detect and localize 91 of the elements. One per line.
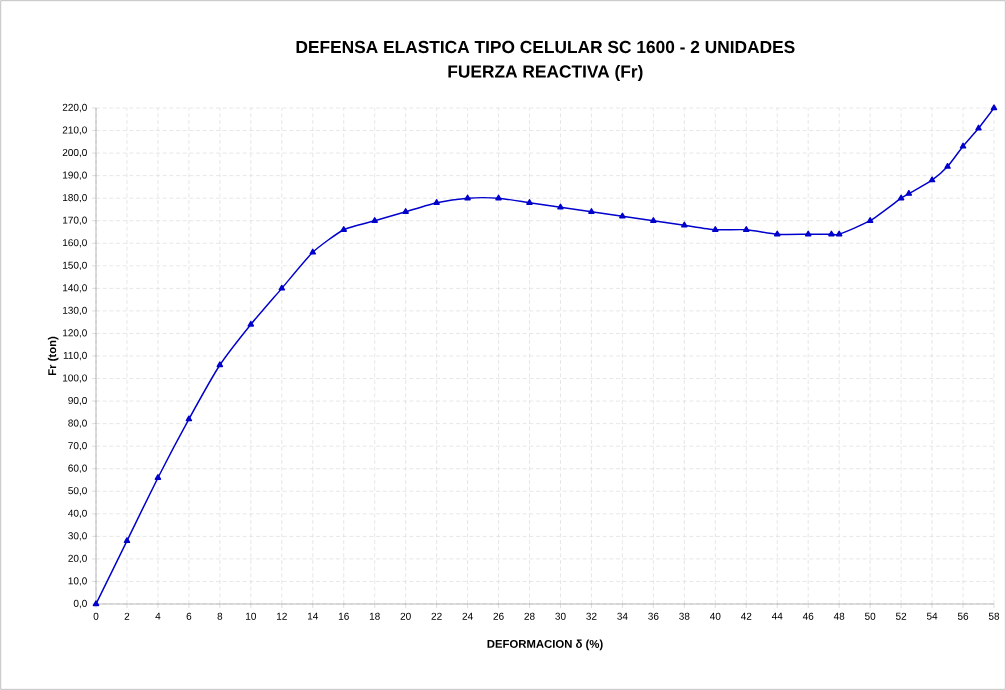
x-tick-label: 6	[186, 612, 192, 620]
x-tick-label: 24	[462, 612, 473, 620]
point	[495, 194, 502, 201]
y-tick-label: 30,0	[68, 532, 87, 541]
y-tick-label: 100,0	[63, 374, 87, 383]
x-tick-label: 58	[988, 612, 1000, 620]
x-tick-label: 18	[369, 612, 380, 620]
y-tick-label: 40,0	[68, 509, 87, 518]
y-tick-label: 70,0	[68, 442, 87, 451]
y-tick-label: 0,0	[73, 599, 87, 609]
point	[928, 176, 936, 183]
x-tick-label: 42	[740, 612, 752, 620]
point	[340, 226, 347, 232]
point	[557, 203, 564, 210]
x-tick-label: 28	[524, 612, 535, 620]
x-tick-label: 36	[648, 612, 659, 620]
chart-subtitle: FUERZA REACTIVA (Fr)	[448, 64, 643, 82]
point	[650, 217, 657, 223]
x-tick-label: 10	[246, 612, 256, 620]
x-tick-label: 12	[276, 612, 287, 620]
y-tick-label: 190,0	[63, 171, 87, 180]
point	[402, 208, 409, 214]
point	[123, 537, 131, 544]
point	[278, 284, 286, 291]
chart-title: DEFENSA ELASTICA TIPO CELULAR SC 1600 - 2 UNIDADES	[296, 40, 795, 54]
point	[773, 230, 781, 237]
x-axis-title: DEFORMACION δ (%)	[487, 639, 603, 651]
point	[526, 199, 533, 205]
point	[92, 600, 100, 607]
y-tick-label: 220,0	[62, 103, 87, 113]
x-tick-label: 34	[617, 612, 628, 620]
x-tick-label: 52	[895, 612, 907, 620]
point	[944, 162, 951, 169]
y-tick-label: 60,0	[68, 464, 87, 473]
point	[619, 212, 626, 219]
x-tick-label: 48	[833, 612, 845, 620]
x-tick-label: 16	[338, 612, 349, 620]
x-tick-label: 40	[709, 612, 721, 620]
y-tick-label: 20,0	[68, 554, 87, 564]
y-tick-label: 50,0	[68, 487, 87, 496]
x-tick-label: 44	[771, 612, 783, 620]
y-tick-label: 200,0	[62, 148, 87, 158]
point	[247, 320, 255, 327]
x-tick-label: 30	[555, 612, 566, 620]
x-tick-label: 46	[802, 612, 814, 620]
y-tick-label: 90,0	[68, 396, 87, 406]
point	[975, 124, 982, 131]
point	[959, 142, 967, 149]
point	[185, 415, 193, 422]
point	[712, 226, 719, 232]
y-tick-label: 150,0	[63, 261, 87, 270]
x-tick-label: 20	[400, 612, 411, 620]
point	[464, 194, 471, 201]
x-tick-label: 8	[217, 612, 223, 620]
y-tick-label: 140,0	[63, 284, 87, 293]
point	[216, 361, 224, 368]
x-tick-label: 2	[124, 612, 130, 620]
point	[835, 230, 843, 237]
point	[371, 217, 378, 223]
point	[588, 208, 595, 214]
point	[866, 217, 874, 223]
point	[743, 226, 750, 232]
y-tick-label: 160,0	[63, 239, 87, 248]
x-tick-label: 56	[957, 612, 969, 620]
x-tick-label: 54	[926, 612, 938, 620]
point	[905, 190, 913, 196]
x-tick-label: 0	[93, 612, 99, 620]
x-tick-label: 50	[864, 612, 876, 620]
y-tick-label: 80,0	[68, 419, 87, 428]
point	[681, 221, 688, 228]
point	[309, 248, 317, 255]
x-tick-label: 22	[431, 612, 442, 620]
point	[897, 194, 905, 201]
x-tick-label: 26	[493, 612, 504, 620]
y-tick-label: 110,0	[63, 351, 87, 361]
y-tick-label: 10,0	[68, 577, 87, 586]
point	[433, 199, 440, 205]
y-axis-title: Fr (ton)	[47, 336, 59, 376]
point	[828, 230, 835, 237]
y-tick-label: 130,0	[63, 306, 87, 316]
point	[154, 474, 162, 480]
point	[990, 104, 998, 111]
x-tick-label: 32	[586, 612, 597, 620]
x-tick-label: 14	[307, 612, 319, 620]
y-tick-label: 180,0	[63, 194, 87, 203]
point	[804, 230, 812, 237]
y-tick-label: 170,0	[63, 216, 87, 225]
x-tick-label: 4	[155, 612, 161, 620]
x-tick-label: 38	[679, 612, 690, 620]
y-tick-label: 210,0	[62, 126, 87, 135]
y-tick-label: 120,0	[63, 329, 87, 338]
